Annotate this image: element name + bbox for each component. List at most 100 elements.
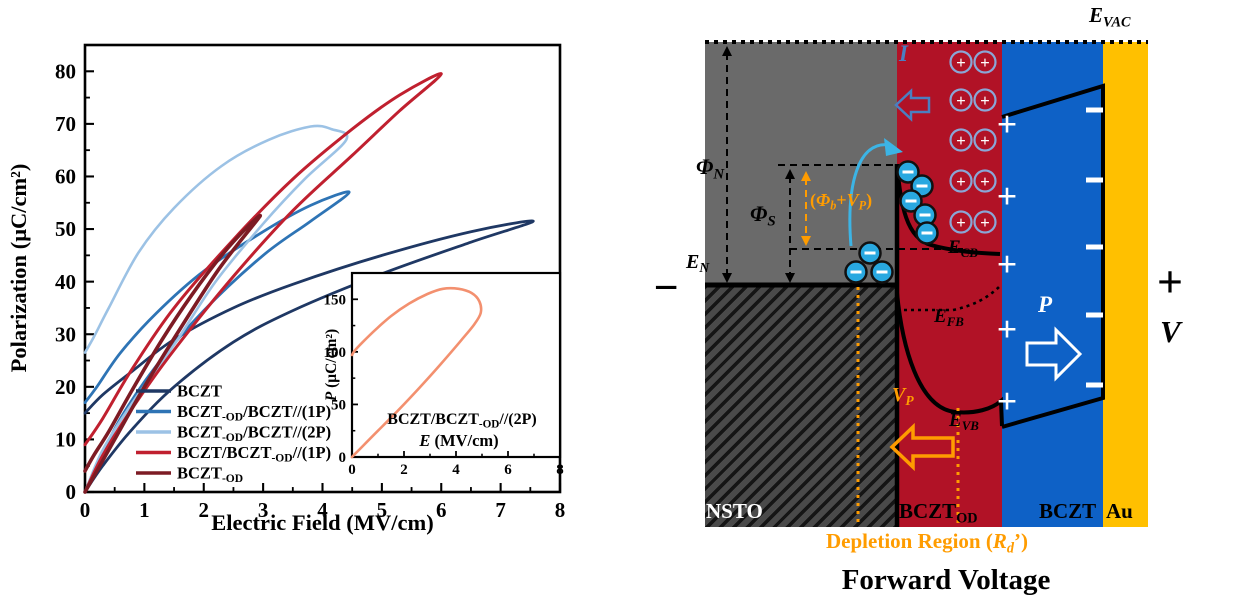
svg-text:+: + bbox=[997, 244, 1018, 284]
legend-label-3: BCZT/BCZT-OD//(1P) bbox=[177, 443, 331, 465]
svg-text:+: + bbox=[980, 213, 990, 232]
ecb-label: ECB bbox=[948, 237, 978, 260]
legend-label-4: BCZT-OD bbox=[177, 464, 243, 486]
svg-text:2: 2 bbox=[400, 462, 408, 478]
evb-curve bbox=[895, 292, 1004, 427]
inset-plot: 0 2 4 6 8 0 50 100 150 P (μC/cm²) BCZT/BCZT-OD//(2… bbox=[323, 271, 564, 478]
au-region bbox=[1103, 42, 1148, 527]
voltage-label: V bbox=[1160, 314, 1181, 349]
svg-text:+: + bbox=[956, 131, 966, 150]
svg-text:+: + bbox=[997, 176, 1018, 216]
y-axis-title: Polarization (μC/cm²) bbox=[6, 164, 31, 373]
legend: BCZTBCZT-OD/BCZT//(1P)BCZT-OD/BCZT//(2P)… bbox=[136, 382, 331, 486]
efb-label: EFB bbox=[934, 306, 964, 329]
svg-text:5: 5 bbox=[377, 498, 388, 522]
svg-text:100: 100 bbox=[324, 345, 347, 361]
inset-plot-series-0 bbox=[350, 286, 483, 459]
main-plot-series-1 bbox=[83, 190, 351, 494]
inset-y-axis-title: P (μC/cm²) bbox=[323, 329, 340, 401]
double-arrow bbox=[785, 169, 795, 283]
layer-label-bczt-od: BCZTOD bbox=[899, 499, 978, 527]
vp-label: VP bbox=[892, 384, 914, 409]
svg-text:+: + bbox=[980, 53, 990, 72]
svg-text:+: + bbox=[997, 381, 1018, 421]
svg-text:70: 70 bbox=[55, 112, 76, 136]
svg-text:+: + bbox=[956, 91, 966, 110]
main-plot-series-2 bbox=[83, 124, 349, 494]
svg-text:0: 0 bbox=[348, 462, 356, 478]
legend-label-1: BCZT-OD/BCZT//(1P) bbox=[177, 402, 331, 424]
svg-text:30: 30 bbox=[55, 322, 76, 346]
svg-text:3: 3 bbox=[258, 498, 269, 522]
svg-text:20: 20 bbox=[55, 375, 76, 399]
svg-text:+: + bbox=[956, 53, 966, 72]
svg-text:8: 8 bbox=[555, 498, 566, 522]
right-electrode-sign: + bbox=[1156, 256, 1184, 307]
double-arrow bbox=[722, 46, 732, 283]
svg-text:+: + bbox=[980, 172, 990, 191]
svg-text:2: 2 bbox=[199, 498, 210, 522]
inset-x-axis-title: E (MV/cm) bbox=[418, 431, 498, 450]
layer-label-bczt: BCZT bbox=[1039, 499, 1097, 523]
layer-label-nsto: NSTO bbox=[706, 499, 763, 523]
ionized-donor-icons: + + + + + + + + + + bbox=[949, 50, 997, 234]
bczt-od-region bbox=[897, 42, 1002, 527]
polarization-arrow-icon bbox=[1025, 326, 1083, 382]
main-plot-series-4 bbox=[83, 213, 263, 494]
svg-text:4: 4 bbox=[317, 498, 328, 522]
figure-caption: Forward Voltage bbox=[841, 564, 1051, 596]
depletion-region-caption: Depletion Region (Rd’) bbox=[826, 529, 1028, 557]
interface-positive-charges: + + + + + bbox=[997, 104, 1018, 421]
svg-text:+: + bbox=[956, 213, 966, 232]
svg-text:8: 8 bbox=[556, 462, 564, 478]
bczt-band-edges bbox=[1001, 83, 1105, 429]
svg-text:0: 0 bbox=[80, 498, 91, 522]
evac-label: EVAC bbox=[1089, 3, 1131, 31]
injection-arrow bbox=[848, 143, 891, 247]
svg-text:+: + bbox=[997, 309, 1018, 349]
svg-text:+: + bbox=[997, 104, 1018, 144]
svg-text:6: 6 bbox=[436, 498, 447, 522]
svg-text:1: 1 bbox=[139, 498, 150, 522]
barrier-label: (Φb+VP) bbox=[810, 190, 873, 213]
svg-text:+: + bbox=[956, 172, 966, 191]
left-electrode-sign: − bbox=[653, 263, 679, 312]
vp-arrow-icon bbox=[889, 422, 955, 472]
legend-label-0: BCZT bbox=[177, 382, 222, 401]
svg-text:10: 10 bbox=[55, 428, 76, 452]
svg-text:60: 60 bbox=[55, 165, 76, 189]
bczt-region bbox=[1002, 42, 1103, 527]
layer-label-au: Au bbox=[1106, 499, 1133, 523]
double-arrow bbox=[801, 171, 811, 246]
phi-n-label: ΦN bbox=[696, 154, 725, 183]
svg-text:+: + bbox=[980, 91, 990, 110]
en-label: EN bbox=[686, 251, 710, 276]
phi-s-label: ΦS bbox=[750, 201, 776, 230]
svg-text:4: 4 bbox=[452, 462, 460, 478]
svg-text:6: 6 bbox=[504, 462, 512, 478]
electron-icons bbox=[844, 160, 939, 284]
svg-text:7: 7 bbox=[495, 498, 506, 522]
nsto-electrode-hatch bbox=[705, 285, 897, 527]
x-axis-title: Electric Field (MV/cm) bbox=[211, 510, 433, 535]
svg-text:0: 0 bbox=[339, 450, 347, 466]
polarization-label: P bbox=[1038, 292, 1053, 317]
evb-label: EVB bbox=[949, 410, 979, 433]
svg-text:0: 0 bbox=[66, 480, 77, 504]
svg-text:+: + bbox=[980, 131, 990, 150]
svg-text:50: 50 bbox=[55, 217, 76, 241]
efb-level-line bbox=[897, 285, 1001, 312]
svg-text:80: 80 bbox=[55, 59, 76, 83]
svg-text:150: 150 bbox=[324, 292, 347, 308]
current-arrow-icon bbox=[894, 88, 931, 122]
svg-text:40: 40 bbox=[55, 270, 76, 294]
main-plot-series-3 bbox=[83, 72, 443, 494]
svg-text:50: 50 bbox=[331, 398, 346, 414]
legend-label-2: BCZT-OD/BCZT//(2P) bbox=[177, 423, 331, 445]
interface-negative-charges bbox=[1086, 107, 1103, 388]
inset-series-label: BCZT/BCZT-OD//(2P) bbox=[387, 411, 536, 431]
